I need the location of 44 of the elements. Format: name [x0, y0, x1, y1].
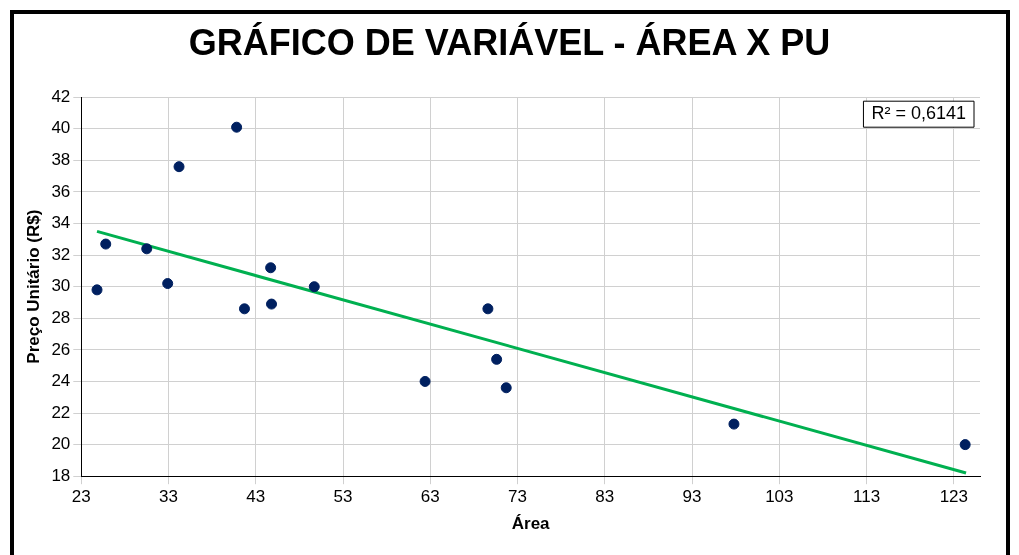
point — [162, 278, 174, 290]
y-tick-label: 34 — [51, 213, 71, 233]
x-tick-label: 103 — [765, 487, 794, 507]
x-tick-label: 53 — [333, 487, 353, 507]
y-tick-label: 26 — [51, 339, 71, 359]
point — [266, 298, 278, 310]
point — [238, 303, 250, 315]
y-tick-label: 32 — [51, 244, 71, 264]
point — [959, 439, 971, 451]
x-tick-label: 113 — [853, 487, 881, 507]
point — [231, 121, 243, 133]
y-tick-label: 38 — [51, 150, 71, 170]
point — [500, 382, 512, 394]
x-tick-label: 73 — [508, 487, 528, 507]
x-tick-label: 43 — [246, 487, 266, 507]
point — [482, 303, 494, 315]
y-tick-label: 30 — [51, 276, 71, 296]
y-axis-title: Preço Unitário (R$) — [23, 209, 43, 364]
y-tick-label: 40 — [51, 118, 71, 138]
y-tick-label: 42 — [51, 86, 71, 106]
y-tick-label: 28 — [51, 307, 71, 327]
x-tick-label: 33 — [159, 487, 179, 507]
x-axis-title: Área — [511, 514, 551, 534]
x-tick-label: 83 — [595, 487, 615, 507]
y-tick-label: 24 — [51, 371, 71, 391]
chart-title: GRÁFICO DE VARIÁVEL - ÁREA X PU — [187, 22, 832, 64]
point — [308, 281, 320, 293]
y-tick-label: 20 — [51, 434, 71, 454]
x-tick-label: 123 — [939, 487, 969, 507]
point — [265, 262, 277, 274]
point — [100, 238, 112, 250]
point — [141, 243, 153, 255]
point — [491, 353, 503, 365]
point — [173, 161, 185, 173]
x-tick-label: 23 — [71, 487, 91, 507]
x-tick-label: 93 — [682, 487, 702, 507]
y-tick-label: 22 — [51, 402, 71, 422]
y-tick-label: 18 — [51, 465, 71, 485]
annotation: R² = 0,6141 — [871, 103, 966, 124]
point — [419, 375, 431, 387]
point — [91, 284, 103, 296]
x-tick-label: 63 — [420, 487, 440, 507]
y-tick-label: 36 — [51, 181, 71, 201]
point — [728, 418, 740, 430]
